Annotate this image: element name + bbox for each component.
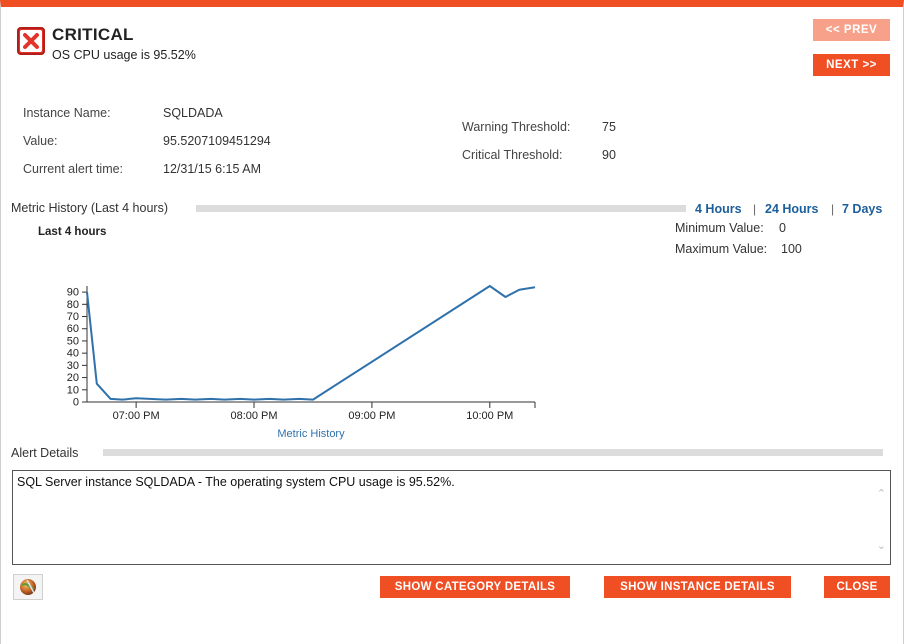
y-tick-label: 0 xyxy=(73,397,79,409)
show-category-details-button[interactable]: SHOW CATEGORY DETAILS xyxy=(380,576,570,598)
alert-summary: OS CPU usage is 95.52% xyxy=(52,48,196,62)
chevron-up-icon[interactable]: ⌃ xyxy=(876,488,886,500)
value-value: 95.5207109451294 xyxy=(163,134,271,148)
metric-history-divider xyxy=(196,205,686,212)
y-tick-label: 50 xyxy=(67,335,79,347)
range-separator: | xyxy=(831,202,835,216)
range-4-hours-link[interactable]: 4 Hours xyxy=(695,202,742,216)
globe-button[interactable] xyxy=(13,574,43,600)
globe-icon xyxy=(20,579,36,595)
y-tick-label: 70 xyxy=(67,311,79,323)
chevron-down-icon[interactable]: ⌄ xyxy=(876,540,886,552)
maximum-value-label: Maximum Value: xyxy=(675,242,768,256)
range-24-hours-link[interactable]: 24 Hours xyxy=(765,202,819,216)
y-tick-label: 40 xyxy=(67,348,79,360)
instance-name-value: SQLDADA xyxy=(163,106,223,120)
alert-time-label: Current alert time: xyxy=(23,162,124,176)
series-layer xyxy=(86,285,536,401)
y-tick-label: 60 xyxy=(67,323,79,335)
alert-time-value: 12/31/15 6:15 AM xyxy=(163,162,261,176)
value-label: Value: xyxy=(23,134,58,148)
y-tick-label: 90 xyxy=(67,287,79,299)
x-tick-label: 08:00 PM xyxy=(230,410,277,422)
critical-threshold-value: 90 xyxy=(602,148,616,162)
critical-threshold-label: Critical Threshold: xyxy=(462,148,563,162)
alert-details-divider xyxy=(103,449,883,456)
prev-button[interactable]: << PREV xyxy=(813,19,890,41)
instance-name-label: Instance Name: xyxy=(23,106,111,120)
metric-history-title: Metric History (Last 4 hours) xyxy=(11,201,168,215)
alert-details-text: SQL Server instance SQLDADA - The operat… xyxy=(17,475,455,489)
x-tick-label: 10:00 PM xyxy=(466,410,513,422)
range-separator: | xyxy=(753,202,757,216)
x-tick-label: 09:00 PM xyxy=(348,410,395,422)
warning-threshold-value: 75 xyxy=(602,120,616,134)
series-line xyxy=(86,285,536,401)
close-button[interactable]: CLOSE xyxy=(824,576,890,598)
x-axis: 07:00 PM 08:00 PM 09:00 PM 10:00 PM xyxy=(87,401,536,422)
warning-threshold-label: Warning Threshold: xyxy=(462,120,571,134)
minimum-value-label: Minimum Value: xyxy=(675,221,764,235)
minimum-value: 0 xyxy=(779,221,786,235)
y-tick-label: 80 xyxy=(67,299,79,311)
y-tick-label: 20 xyxy=(67,372,79,384)
alert-details-textarea[interactable]: SQL Server instance SQLDADA - The operat… xyxy=(12,470,891,565)
x-axis-title: Metric History xyxy=(277,428,345,440)
x-tick-label: 07:00 PM xyxy=(113,410,160,422)
maximum-value: 100 xyxy=(781,242,802,256)
y-tick-label: 30 xyxy=(67,360,79,372)
y-tick-label: 10 xyxy=(67,384,79,396)
chart-caption: Last 4 hours xyxy=(38,226,107,238)
next-button[interactable]: NEXT >> xyxy=(813,54,890,76)
range-7-days-link[interactable]: 7 Days xyxy=(842,202,883,216)
alert-details-title: Alert Details xyxy=(11,446,79,460)
show-instance-details-button[interactable]: SHOW INSTANCE DETAILS xyxy=(604,576,791,598)
critical-x-icon xyxy=(17,27,45,55)
alert-severity: CRITICAL xyxy=(52,25,134,44)
